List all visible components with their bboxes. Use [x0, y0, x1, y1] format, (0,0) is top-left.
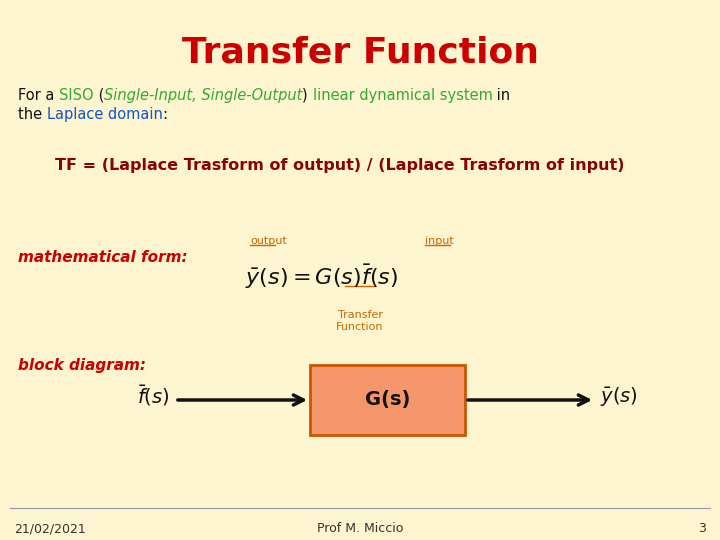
Text: Laplace domain: Laplace domain	[47, 107, 163, 122]
Text: :: :	[163, 107, 168, 122]
Text: input: input	[425, 236, 454, 246]
Text: Prof M. Miccio: Prof M. Miccio	[317, 522, 403, 535]
Text: Transfer Function: Transfer Function	[181, 35, 539, 69]
Text: output: output	[250, 236, 287, 246]
Text: G(s): G(s)	[365, 390, 410, 409]
Text: (: (	[94, 88, 104, 103]
Text: ): )	[302, 88, 312, 103]
Text: 3: 3	[698, 522, 706, 535]
Text: For a: For a	[18, 88, 59, 103]
Text: mathematical form:: mathematical form:	[18, 250, 188, 265]
Text: $\bar{f}(s)$: $\bar{f}(s)$	[138, 383, 170, 408]
Text: linear dynamical system: linear dynamical system	[312, 88, 492, 103]
Text: the: the	[18, 107, 47, 122]
Bar	[310, 365, 465, 435]
Text: SISO: SISO	[59, 88, 94, 103]
Text: $\bar{y}(s)$: $\bar{y}(s)$	[600, 384, 638, 408]
Text: TF = (Laplace Trasform of output) / (Laplace Trasform of input): TF = (Laplace Trasform of output) / (Lap…	[55, 158, 624, 173]
Text: Single-Input, Single-Output: Single-Input, Single-Output	[104, 88, 302, 103]
Text: 21/02/2021: 21/02/2021	[14, 522, 86, 535]
Text: in: in	[492, 88, 510, 103]
Text: Transfer
Function: Transfer Function	[336, 310, 384, 333]
Text: $\bar{y}(s) = G(s)\bar{f}(s)$: $\bar{y}(s) = G(s)\bar{f}(s)$	[245, 263, 398, 292]
Text: block diagram:: block diagram:	[18, 358, 146, 373]
